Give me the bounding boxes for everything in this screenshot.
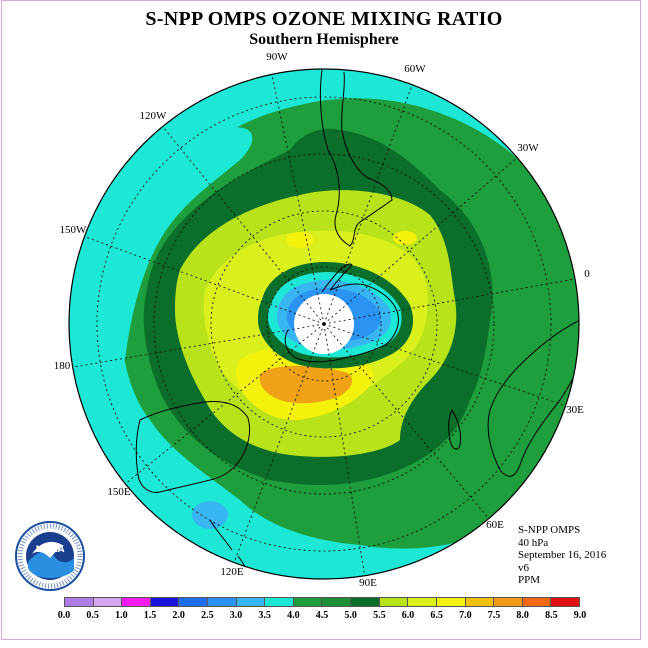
page-subtitle: Southern Hemisphere <box>249 31 399 48</box>
colorbar-swatch <box>351 598 380 606</box>
colorbar-tick-label: 8.5 <box>545 610 558 621</box>
colorbar-swatch <box>322 598 352 606</box>
info-block: S-NPP OMPS 40 hPa September 16, 2016 v6 … <box>518 524 606 587</box>
lon-label-0: 0 <box>584 268 590 280</box>
colorbar-tick-label: 5.5 <box>373 610 386 621</box>
info-level: 40 hPa <box>518 536 549 549</box>
lon-label-90w: 90W <box>266 51 288 63</box>
coast-south-america <box>319 69 393 247</box>
colorbar-swatch <box>465 598 495 606</box>
colorbar-swatch <box>179 598 209 606</box>
colorbar-tick-label: 6.5 <box>430 610 443 621</box>
coast-madagascar <box>448 409 461 450</box>
lon-label-30w: 30W <box>517 142 539 154</box>
colorbar-swatch <box>236 598 266 606</box>
colorbar-swatch <box>150 598 180 606</box>
ozone-band-orange <box>259 365 353 404</box>
colorbar-tick-label: 6.0 <box>401 610 415 621</box>
info-units: PPM <box>518 574 541 586</box>
noaa-logo: NOAA <box>15 521 85 591</box>
colorbar-swatch <box>494 598 523 606</box>
coast-antarctic-peninsula <box>321 263 353 293</box>
coast-africa <box>487 319 579 477</box>
noaa-logo-text: NOAA <box>36 545 65 555</box>
lon-label-120e: 120E <box>220 566 244 578</box>
info-date: September 16, 2016 <box>518 549 607 561</box>
colorbar-tick-label: 7.5 <box>487 610 501 621</box>
colorbar-swatch <box>65 598 94 606</box>
lon-label-30e: 30E <box>566 404 584 416</box>
ozone-patch-lightblue <box>192 501 228 529</box>
info-instrument: S-NPP OMPS <box>518 524 581 536</box>
page-title: S-NPP OMPS OZONE MIXING RATIO <box>145 8 503 30</box>
colorbar-swatch <box>208 598 237 606</box>
colorbar-tick-label: 9.0 <box>573 610 587 621</box>
ozone-patch-yellow-ne <box>393 231 417 245</box>
coast-australia <box>135 401 251 493</box>
colorbar-swatch <box>379 598 409 606</box>
lon-label-150e: 150E <box>107 486 131 498</box>
colorbar <box>64 597 580 607</box>
info-version: v6 <box>518 561 529 574</box>
colorbar-swatch <box>436 598 466 606</box>
ozone-band-cyan-intrusion <box>70 127 253 360</box>
map-border <box>68 68 580 580</box>
colorbar-swatch <box>408 598 437 606</box>
colorbar-swatch <box>93 598 123 606</box>
colorbar-swatch <box>265 598 294 606</box>
map-disk <box>69 69 579 579</box>
colorbar-tick-label: 2.5 <box>201 610 214 621</box>
colorbar-tick-label: 1.0 <box>115 610 128 621</box>
ozone-patch-yellow-north <box>286 232 314 248</box>
colorbar-tick-label: 0.0 <box>57 610 71 621</box>
colorbar-swatch <box>551 598 579 606</box>
colorbar-tick-label: 4.0 <box>287 610 300 621</box>
colorbar-tick-label: 8.0 <box>516 610 529 621</box>
lon-label-60e: 60E <box>486 519 504 531</box>
image-frame <box>1 0 641 640</box>
colorbar-tick-label: 4.5 <box>315 610 329 621</box>
lon-label-60w: 60W <box>404 63 426 75</box>
coastlines <box>135 69 579 579</box>
colorbar-tick-label: 3.0 <box>229 610 243 621</box>
colorbar-tick-label: 2.0 <box>172 610 185 621</box>
colorbar-tick-label: 1.5 <box>143 610 157 621</box>
lon-label-150w: 150W <box>59 224 87 236</box>
colorbar-tick-label: 0.5 <box>86 610 99 621</box>
coast-antarctica <box>284 283 399 363</box>
colorbar-swatch <box>522 598 552 606</box>
colorbar-swatch <box>293 598 323 606</box>
latitude-circles <box>96 96 552 552</box>
lon-label-90e: 90E <box>359 577 377 589</box>
colorbar-tick-label: 7.0 <box>459 610 472 621</box>
colorbar-swatch <box>122 598 151 606</box>
lon-label-120w: 120W <box>139 110 167 122</box>
meridians <box>69 69 579 579</box>
lon-label-180: 180 <box>53 360 71 372</box>
colorbar-tick-label: 3.5 <box>258 610 271 621</box>
colorbar-tick-label: 5.0 <box>344 610 357 621</box>
